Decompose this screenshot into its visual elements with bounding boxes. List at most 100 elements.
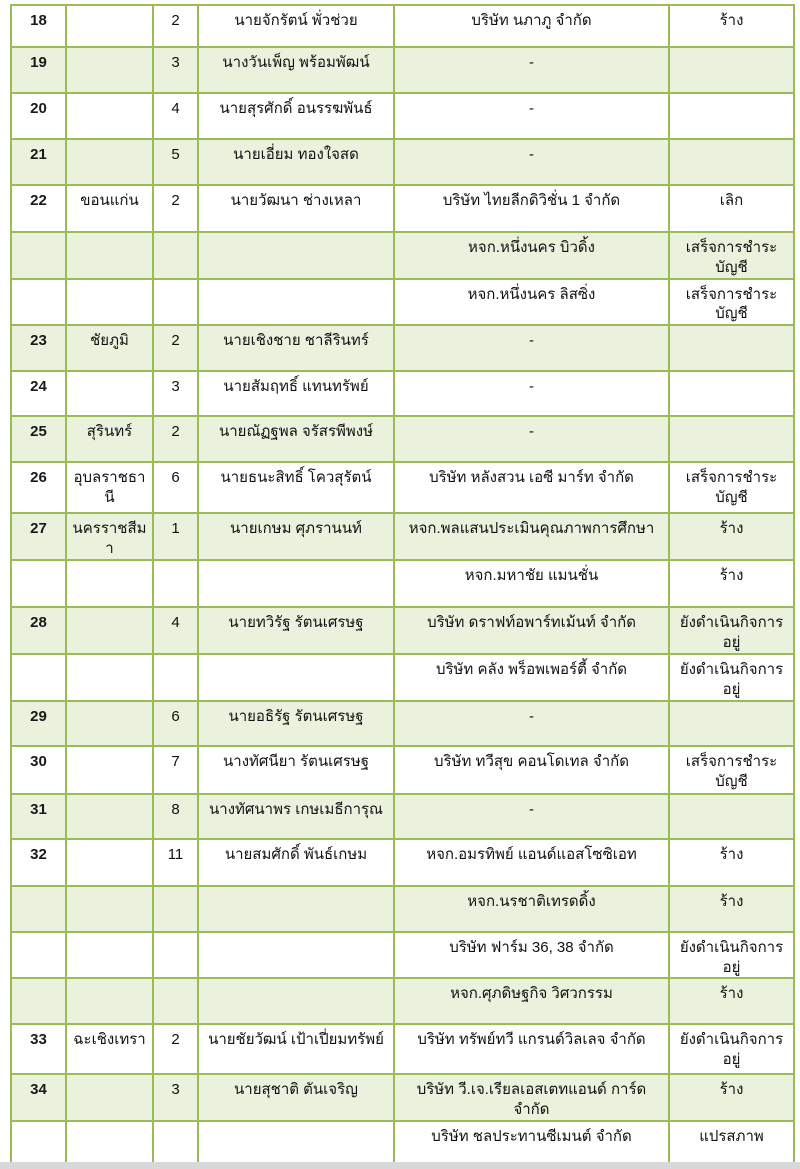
province-cell <box>65 231 154 280</box>
table-row: บริษัท ฟาร์ม 36, 38 จำกัด ยังดำเนินกิจการ… <box>10 930 795 980</box>
table-row: 22 ขอนแก่น 2 นายวัฒนา ช่างเหลา บริษัท ไทยลีก… <box>10 184 795 233</box>
person-name-cell: นายเกษม ศุภรานนท์ <box>197 512 395 561</box>
province-cell <box>65 605 154 655</box>
status-cell: เสร็จการชำระบัญชี <box>668 461 795 515</box>
status-cell: เสร็จการชำระบัญชี <box>668 277 795 327</box>
person-name-cell: นายวัฒนา ช่างเหลา <box>197 184 395 233</box>
province-cell <box>65 744 154 795</box>
company-name-cell: บริษัท ไทยลีกดิวิชั่น 1 จำกัด <box>393 184 670 233</box>
province-cell: ชัยภูมิ <box>65 324 154 373</box>
person-name-cell: นายสุชาติ ตันเจริญ <box>197 1073 395 1123</box>
table-row: 19 3 นางวันเพ็ญ พร้อมพัฒน์ - <box>10 46 795 94</box>
company-name-cell: หจก.หนึ่งนคร ลิสซิ่ง <box>393 277 670 327</box>
company-name-cell: หจก.ศุภดิษฐกิจ วิศวกรรม <box>393 977 670 1026</box>
person-name-cell: นางวันเพ็ญ พร้อมพัฒน์ <box>197 46 395 94</box>
count-cell <box>152 1120 199 1168</box>
page-bottom-edge <box>0 1162 800 1169</box>
table-row: 24 3 นายสัมฤทธิ์ แทนทรัพย์ - <box>10 370 795 418</box>
status-cell: ร้าง <box>668 1073 795 1123</box>
province-cell <box>65 1120 154 1168</box>
row-number-cell: 34 <box>10 1073 67 1123</box>
row-number-cell <box>10 277 67 327</box>
company-name-cell: - <box>393 792 670 840</box>
table-row: 31 8 นางทัศนาพร เกษเมธีการุณ - <box>10 792 795 840</box>
count-cell: 6 <box>152 699 199 747</box>
row-number-cell <box>10 231 67 280</box>
table-row: 29 6 นายอธิรัฐ รัตนเศรษฐ - <box>10 699 795 747</box>
table-row: 27 นครราชสีมา 1 นายเกษม ศุภรานนท์ หจก.พลแสนป… <box>10 512 795 561</box>
company-name-cell: หจก.นรชาติเทรดดิ้ง <box>393 884 670 933</box>
table-row: 28 4 นายทวิรัฐ รัตนเศรษฐ บริษัท ดราฟท์อพาร์… <box>10 605 795 655</box>
count-cell: 3 <box>152 46 199 94</box>
status-cell: ร้าง <box>668 4 795 48</box>
status-cell <box>668 46 795 94</box>
count-cell: 8 <box>152 792 199 840</box>
count-cell: 11 <box>152 837 199 887</box>
row-number-cell: 26 <box>10 461 67 515</box>
row-number-cell <box>10 558 67 608</box>
status-cell <box>668 138 795 186</box>
person-name-cell: นายชัยวัฒน์ เป้าเปี่ยมทรัพย์ <box>197 1023 395 1076</box>
status-cell <box>668 699 795 747</box>
status-cell: ร้าง <box>668 512 795 561</box>
table-row: 20 4 นายสุรศักดิ์ อนรรฆพันธ์ - <box>10 92 795 140</box>
row-number-cell: 19 <box>10 46 67 94</box>
row-number-cell: 21 <box>10 138 67 186</box>
status-cell: ร้าง <box>668 977 795 1026</box>
count-cell: 2 <box>152 415 199 464</box>
company-name-cell: - <box>393 699 670 747</box>
company-status-table: 18 2 นายจักรัตน์ พั่วช่วย บริษัท นภาภู จำกั… <box>10 4 795 1168</box>
province-cell: นครราชสีมา <box>65 512 154 561</box>
province-cell: ขอนแก่น <box>65 184 154 233</box>
province-cell: ฉะเชิงเทรา <box>65 1023 154 1076</box>
row-number-cell: 33 <box>10 1023 67 1076</box>
province-cell <box>65 884 154 933</box>
person-name-cell: นายธนะสิทธิ์ โควสุรัตน์ <box>197 461 395 515</box>
count-cell: 3 <box>152 370 199 418</box>
count-cell <box>152 652 199 702</box>
table-row: บริษัท คลัง พร็อพเพอร์ตี้ จำกัด ยังดำเนิน… <box>10 652 795 702</box>
row-number-cell <box>10 652 67 702</box>
status-cell <box>668 92 795 140</box>
person-name-cell: นายเอี่ยม ทองใจสด <box>197 138 395 186</box>
status-cell: เลิก <box>668 184 795 233</box>
count-cell: 4 <box>152 605 199 655</box>
company-name-cell: - <box>393 324 670 373</box>
province-cell <box>65 792 154 840</box>
table-row: 25 สุรินทร์ 2 นายณัฏฐพล จรัสรพีพงษ์ - <box>10 415 795 464</box>
table-row: หจก.ศุภดิษฐกิจ วิศวกรรม ร้าง <box>10 977 795 1026</box>
table-row: 33 ฉะเชิงเทรา 2 นายชัยวัฒน์ เป้าเปี่ยมทรัพย… <box>10 1023 795 1076</box>
table-row: 30 7 นางทัศนียา รัตนเศรษฐ บริษัท ทวีสุข คอน… <box>10 744 795 795</box>
province-cell <box>65 930 154 980</box>
province-cell: สุรินทร์ <box>65 415 154 464</box>
table-row: 26 อุบลราชธานี 6 นายธนะสิทธิ์ โควสุรัตน์ บริ… <box>10 461 795 515</box>
person-name-cell <box>197 977 395 1026</box>
province-cell <box>65 652 154 702</box>
person-name-cell: นายทวิรัฐ รัตนเศรษฐ <box>197 605 395 655</box>
company-name-cell: - <box>393 370 670 418</box>
province-cell <box>65 558 154 608</box>
count-cell <box>152 558 199 608</box>
province-cell <box>65 138 154 186</box>
company-name-cell: บริษัท วี.เจ.เรียลเอสเตทแอนด์ การ์ด จำกั… <box>393 1073 670 1123</box>
province-cell <box>65 92 154 140</box>
row-number-cell: 23 <box>10 324 67 373</box>
person-name-cell: นายเชิงชาย ชาลีรินทร์ <box>197 324 395 373</box>
count-cell <box>152 884 199 933</box>
row-number-cell: 31 <box>10 792 67 840</box>
company-name-cell: - <box>393 415 670 464</box>
table-row: หจก.หนึ่งนคร บิวดิ้ง เสร็จการชำระบัญชี <box>10 231 795 280</box>
person-name-cell: นายสมศักดิ์ พันธ์เกษม <box>197 837 395 887</box>
table-row: 21 5 นายเอี่ยม ทองใจสด - <box>10 138 795 186</box>
province-cell <box>65 977 154 1026</box>
company-name-cell: บริษัท ชลประทานซีเมนต์ จำกัด <box>393 1120 670 1168</box>
company-name-cell: บริษัท หลังสวน เอซี มาร์ท จำกัด <box>393 461 670 515</box>
count-cell: 7 <box>152 744 199 795</box>
person-name-cell <box>197 231 395 280</box>
table-row: บริษัท ชลประทานซีเมนต์ จำกัด แปรสภาพ <box>10 1120 795 1168</box>
count-cell <box>152 277 199 327</box>
status-cell <box>668 370 795 418</box>
status-cell: ร้าง <box>668 837 795 887</box>
person-name-cell: นางทัศนียา รัตนเศรษฐ <box>197 744 395 795</box>
